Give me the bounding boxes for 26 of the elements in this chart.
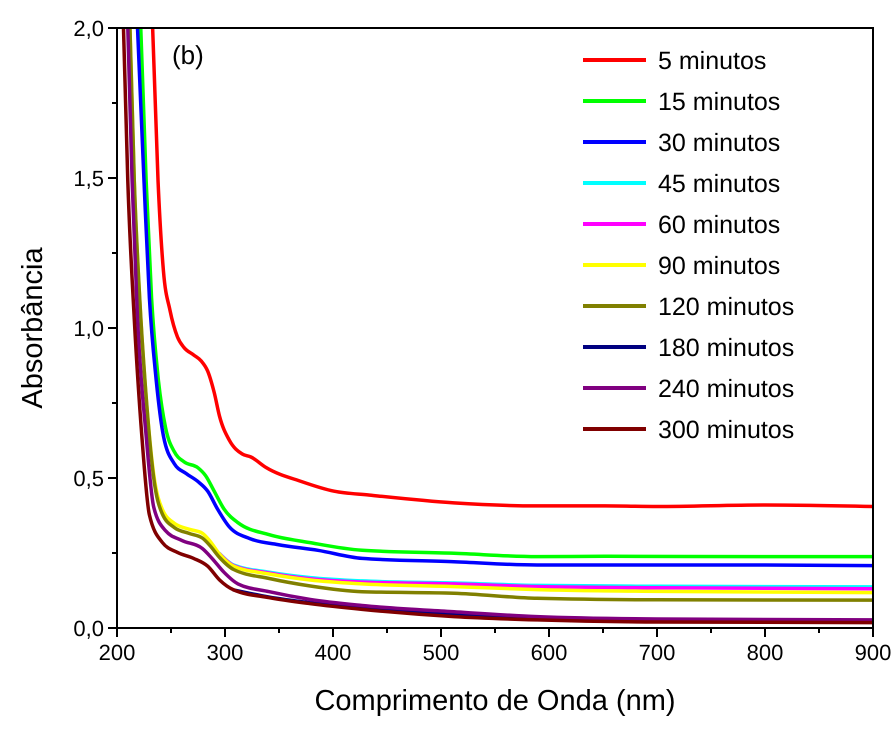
y-tick-label: 1,0	[73, 316, 104, 341]
y-tick-label: 0,0	[73, 616, 104, 641]
x-tick-label: 500	[422, 640, 460, 665]
legend-label: 180 minutos	[658, 334, 794, 362]
legend-label: 30 minutos	[658, 129, 780, 157]
x-tick-label: 300	[206, 640, 244, 665]
x-tick-label: 200	[98, 640, 136, 665]
y-axis-title: Absorbância	[17, 246, 49, 409]
x-tick-label: 600	[530, 640, 568, 665]
legend-label: 120 minutos	[658, 293, 794, 321]
y-tick-label: 2,0	[73, 16, 104, 41]
legend-label: 5 minutos	[658, 47, 766, 75]
x-axis-title: Comprimento de Onda (nm)	[314, 685, 676, 717]
x-tick-label: 800	[746, 640, 784, 665]
legend-label: 15 minutos	[658, 88, 780, 116]
legend-label: 90 minutos	[658, 252, 780, 280]
x-tick-label: 400	[314, 640, 352, 665]
y-tick-label: 0,5	[73, 466, 104, 491]
annotation: (b)	[172, 40, 204, 70]
x-tick-label: 700	[638, 640, 676, 665]
legend-label: 60 minutos	[658, 211, 780, 239]
legend-label: 45 minutos	[658, 170, 780, 198]
legend-label: 240 minutos	[658, 375, 794, 403]
legend-label: 300 minutos	[658, 416, 794, 444]
x-tick-label: 900	[854, 640, 892, 665]
y-tick-label: 1,5	[73, 166, 104, 191]
